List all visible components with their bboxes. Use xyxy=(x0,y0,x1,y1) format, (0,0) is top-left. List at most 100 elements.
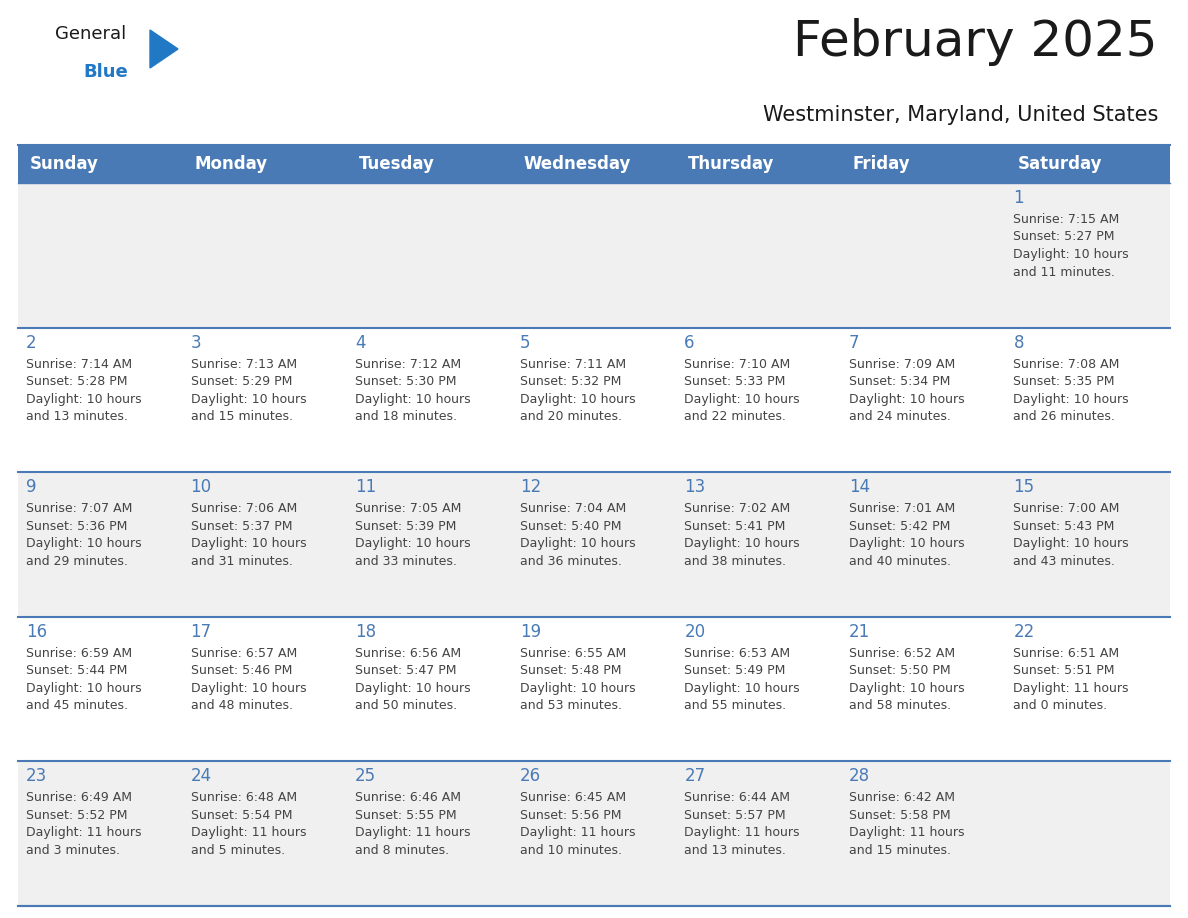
Text: February 2025: February 2025 xyxy=(794,18,1158,66)
FancyBboxPatch shape xyxy=(183,761,347,906)
Text: Sunrise: 6:44 AM
Sunset: 5:57 PM
Daylight: 11 hours
and 13 minutes.: Sunrise: 6:44 AM Sunset: 5:57 PM Dayligh… xyxy=(684,791,800,856)
Polygon shape xyxy=(150,30,178,68)
Text: 8: 8 xyxy=(1013,333,1024,352)
Text: Sunrise: 6:59 AM
Sunset: 5:44 PM
Daylight: 10 hours
and 45 minutes.: Sunrise: 6:59 AM Sunset: 5:44 PM Dayligh… xyxy=(26,647,141,712)
FancyBboxPatch shape xyxy=(1005,472,1170,617)
FancyBboxPatch shape xyxy=(18,472,183,617)
FancyBboxPatch shape xyxy=(676,183,841,328)
FancyBboxPatch shape xyxy=(841,328,1005,472)
Text: 24: 24 xyxy=(190,767,211,786)
Text: Sunrise: 7:00 AM
Sunset: 5:43 PM
Daylight: 10 hours
and 43 minutes.: Sunrise: 7:00 AM Sunset: 5:43 PM Dayligh… xyxy=(1013,502,1129,567)
Text: 19: 19 xyxy=(519,622,541,641)
Text: 1: 1 xyxy=(1013,189,1024,207)
Text: Sunrise: 6:55 AM
Sunset: 5:48 PM
Daylight: 10 hours
and 53 minutes.: Sunrise: 6:55 AM Sunset: 5:48 PM Dayligh… xyxy=(519,647,636,712)
Text: Friday: Friday xyxy=(853,155,910,173)
Text: 4: 4 xyxy=(355,333,366,352)
Text: Sunrise: 7:06 AM
Sunset: 5:37 PM
Daylight: 10 hours
and 31 minutes.: Sunrise: 7:06 AM Sunset: 5:37 PM Dayligh… xyxy=(190,502,307,567)
Text: General: General xyxy=(55,25,126,43)
FancyBboxPatch shape xyxy=(18,183,183,328)
Text: 3: 3 xyxy=(190,333,201,352)
Text: 15: 15 xyxy=(1013,478,1035,497)
Text: 14: 14 xyxy=(849,478,870,497)
Text: Sunrise: 7:07 AM
Sunset: 5:36 PM
Daylight: 10 hours
and 29 minutes.: Sunrise: 7:07 AM Sunset: 5:36 PM Dayligh… xyxy=(26,502,141,567)
Text: Sunrise: 7:15 AM
Sunset: 5:27 PM
Daylight: 10 hours
and 11 minutes.: Sunrise: 7:15 AM Sunset: 5:27 PM Dayligh… xyxy=(1013,213,1129,278)
Text: 7: 7 xyxy=(849,333,859,352)
FancyBboxPatch shape xyxy=(512,472,676,617)
FancyBboxPatch shape xyxy=(347,761,512,906)
Text: Sunrise: 7:05 AM
Sunset: 5:39 PM
Daylight: 10 hours
and 33 minutes.: Sunrise: 7:05 AM Sunset: 5:39 PM Dayligh… xyxy=(355,502,470,567)
Text: 17: 17 xyxy=(190,622,211,641)
FancyBboxPatch shape xyxy=(18,761,183,906)
FancyBboxPatch shape xyxy=(183,328,347,472)
FancyBboxPatch shape xyxy=(676,617,841,761)
FancyBboxPatch shape xyxy=(183,183,347,328)
Text: Sunrise: 7:14 AM
Sunset: 5:28 PM
Daylight: 10 hours
and 13 minutes.: Sunrise: 7:14 AM Sunset: 5:28 PM Dayligh… xyxy=(26,358,141,423)
Text: Blue: Blue xyxy=(83,63,128,81)
Text: Sunrise: 7:12 AM
Sunset: 5:30 PM
Daylight: 10 hours
and 18 minutes.: Sunrise: 7:12 AM Sunset: 5:30 PM Dayligh… xyxy=(355,358,470,423)
FancyBboxPatch shape xyxy=(347,617,512,761)
Text: Tuesday: Tuesday xyxy=(359,155,435,173)
FancyBboxPatch shape xyxy=(347,183,512,328)
FancyBboxPatch shape xyxy=(183,472,347,617)
Text: Sunrise: 6:57 AM
Sunset: 5:46 PM
Daylight: 10 hours
and 48 minutes.: Sunrise: 6:57 AM Sunset: 5:46 PM Dayligh… xyxy=(190,647,307,712)
FancyBboxPatch shape xyxy=(183,617,347,761)
FancyBboxPatch shape xyxy=(1005,145,1170,183)
Text: 18: 18 xyxy=(355,622,377,641)
Text: Sunrise: 6:46 AM
Sunset: 5:55 PM
Daylight: 11 hours
and 8 minutes.: Sunrise: 6:46 AM Sunset: 5:55 PM Dayligh… xyxy=(355,791,470,856)
Text: Sunrise: 7:08 AM
Sunset: 5:35 PM
Daylight: 10 hours
and 26 minutes.: Sunrise: 7:08 AM Sunset: 5:35 PM Dayligh… xyxy=(1013,358,1129,423)
FancyBboxPatch shape xyxy=(18,328,183,472)
Text: 11: 11 xyxy=(355,478,377,497)
Text: Sunrise: 6:51 AM
Sunset: 5:51 PM
Daylight: 11 hours
and 0 minutes.: Sunrise: 6:51 AM Sunset: 5:51 PM Dayligh… xyxy=(1013,647,1129,712)
FancyBboxPatch shape xyxy=(347,472,512,617)
Text: 27: 27 xyxy=(684,767,706,786)
Text: Sunrise: 6:45 AM
Sunset: 5:56 PM
Daylight: 11 hours
and 10 minutes.: Sunrise: 6:45 AM Sunset: 5:56 PM Dayligh… xyxy=(519,791,636,856)
Text: 16: 16 xyxy=(26,622,48,641)
Text: Sunrise: 6:56 AM
Sunset: 5:47 PM
Daylight: 10 hours
and 50 minutes.: Sunrise: 6:56 AM Sunset: 5:47 PM Dayligh… xyxy=(355,647,470,712)
Text: 6: 6 xyxy=(684,333,695,352)
Text: Westminster, Maryland, United States: Westminster, Maryland, United States xyxy=(763,105,1158,125)
FancyBboxPatch shape xyxy=(512,761,676,906)
FancyBboxPatch shape xyxy=(512,328,676,472)
Text: 9: 9 xyxy=(26,478,37,497)
FancyBboxPatch shape xyxy=(676,472,841,617)
FancyBboxPatch shape xyxy=(347,328,512,472)
FancyBboxPatch shape xyxy=(676,761,841,906)
FancyBboxPatch shape xyxy=(841,617,1005,761)
FancyBboxPatch shape xyxy=(347,145,512,183)
Text: Sunrise: 7:11 AM
Sunset: 5:32 PM
Daylight: 10 hours
and 20 minutes.: Sunrise: 7:11 AM Sunset: 5:32 PM Dayligh… xyxy=(519,358,636,423)
Text: 10: 10 xyxy=(190,478,211,497)
FancyBboxPatch shape xyxy=(18,145,183,183)
Text: Sunrise: 7:10 AM
Sunset: 5:33 PM
Daylight: 10 hours
and 22 minutes.: Sunrise: 7:10 AM Sunset: 5:33 PM Dayligh… xyxy=(684,358,800,423)
Text: Sunrise: 7:01 AM
Sunset: 5:42 PM
Daylight: 10 hours
and 40 minutes.: Sunrise: 7:01 AM Sunset: 5:42 PM Dayligh… xyxy=(849,502,965,567)
Text: Sunrise: 7:04 AM
Sunset: 5:40 PM
Daylight: 10 hours
and 36 minutes.: Sunrise: 7:04 AM Sunset: 5:40 PM Dayligh… xyxy=(519,502,636,567)
Text: 5: 5 xyxy=(519,333,530,352)
Text: 13: 13 xyxy=(684,478,706,497)
FancyBboxPatch shape xyxy=(1005,617,1170,761)
Text: Sunday: Sunday xyxy=(30,155,99,173)
FancyBboxPatch shape xyxy=(841,145,1005,183)
Text: Saturday: Saturday xyxy=(1017,155,1102,173)
Text: 20: 20 xyxy=(684,622,706,641)
Text: Wednesday: Wednesday xyxy=(524,155,631,173)
Text: 12: 12 xyxy=(519,478,541,497)
Text: Sunrise: 7:09 AM
Sunset: 5:34 PM
Daylight: 10 hours
and 24 minutes.: Sunrise: 7:09 AM Sunset: 5:34 PM Dayligh… xyxy=(849,358,965,423)
FancyBboxPatch shape xyxy=(676,328,841,472)
Text: 21: 21 xyxy=(849,622,870,641)
Text: 26: 26 xyxy=(519,767,541,786)
FancyBboxPatch shape xyxy=(841,183,1005,328)
FancyBboxPatch shape xyxy=(1005,328,1170,472)
Text: Sunrise: 6:48 AM
Sunset: 5:54 PM
Daylight: 11 hours
and 5 minutes.: Sunrise: 6:48 AM Sunset: 5:54 PM Dayligh… xyxy=(190,791,307,856)
Text: 28: 28 xyxy=(849,767,870,786)
FancyBboxPatch shape xyxy=(841,472,1005,617)
Text: 25: 25 xyxy=(355,767,377,786)
Text: 22: 22 xyxy=(1013,622,1035,641)
FancyBboxPatch shape xyxy=(841,761,1005,906)
FancyBboxPatch shape xyxy=(512,183,676,328)
FancyBboxPatch shape xyxy=(1005,183,1170,328)
Text: Sunrise: 7:13 AM
Sunset: 5:29 PM
Daylight: 10 hours
and 15 minutes.: Sunrise: 7:13 AM Sunset: 5:29 PM Dayligh… xyxy=(190,358,307,423)
Text: Monday: Monday xyxy=(195,155,267,173)
Text: Sunrise: 6:52 AM
Sunset: 5:50 PM
Daylight: 10 hours
and 58 minutes.: Sunrise: 6:52 AM Sunset: 5:50 PM Dayligh… xyxy=(849,647,965,712)
Text: 2: 2 xyxy=(26,333,37,352)
FancyBboxPatch shape xyxy=(183,145,347,183)
Text: 23: 23 xyxy=(26,767,48,786)
